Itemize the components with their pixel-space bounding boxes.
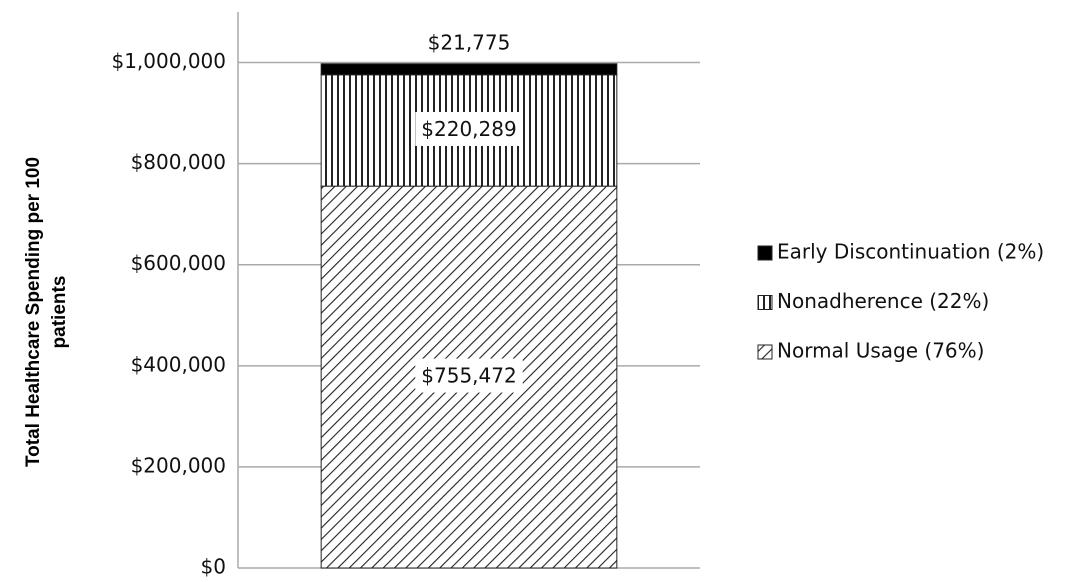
y-tick-label: $1,000,000 bbox=[111, 49, 226, 73]
y-tick-label: $400,000 bbox=[131, 352, 226, 376]
y-tick-label: $200,000 bbox=[131, 453, 226, 477]
bar-segment bbox=[320, 63, 618, 76]
data-label-box bbox=[415, 358, 523, 393]
data-label-group: $21,775 bbox=[428, 30, 511, 54]
legend-label: Early Discontinuation (2%) bbox=[777, 240, 1044, 264]
legend-label: Nonadherence (22%) bbox=[777, 289, 989, 313]
data-label: $220,289 bbox=[421, 117, 516, 141]
data-label-group: $755,472 bbox=[415, 358, 523, 393]
data-label: $21,775 bbox=[428, 30, 511, 54]
legend-swatch bbox=[757, 295, 773, 310]
legend-label: Normal Usage (76%) bbox=[777, 339, 984, 363]
legend-swatch bbox=[757, 245, 773, 261]
y-tick-label: $800,000 bbox=[131, 150, 226, 174]
data-label-box bbox=[415, 111, 523, 146]
y-axis-title: Total Healthcare Spending per 100 patien… bbox=[23, 156, 70, 468]
y-tick-label: $600,000 bbox=[131, 251, 226, 275]
legend-swatch bbox=[757, 344, 773, 360]
data-label-group: $220,289 bbox=[415, 111, 523, 146]
y-tick-label: $0 bbox=[201, 555, 226, 579]
data-label: $755,472 bbox=[421, 364, 516, 388]
